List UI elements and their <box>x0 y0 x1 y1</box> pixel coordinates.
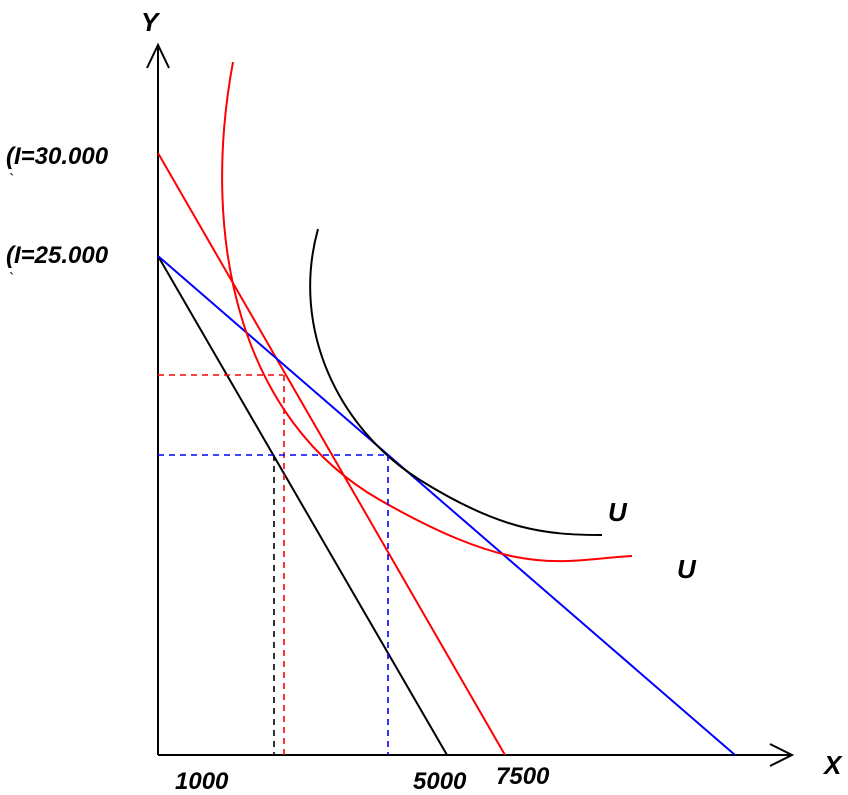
y-axis-label: Y <box>141 7 159 37</box>
indifference-label-lower: U <box>677 554 696 584</box>
x-tick-label-5000: 5000 <box>413 768 467 795</box>
y-axis-arrow <box>146 42 170 69</box>
income-label-high: (I=30.000 <box>6 143 109 170</box>
income-label-low-tail: ` <box>9 271 15 288</box>
income-label-low: (I=25.000 <box>6 242 109 269</box>
x-tick-label-7500: 7500 <box>496 763 550 790</box>
x-axis-label: X <box>824 750 842 780</box>
budget-line-original <box>157 255 448 756</box>
x-tick-label-1000: 1000 <box>175 768 229 795</box>
income-label-high-tail: ` <box>9 172 15 189</box>
x-axis-arrow <box>769 743 795 767</box>
indifference-curve-low <box>221 61 633 563</box>
budget-line-compensated <box>157 255 736 756</box>
indifference-curve-high <box>309 228 603 536</box>
budget-line-new <box>157 152 506 756</box>
indifference-label-upper: U <box>608 497 627 527</box>
